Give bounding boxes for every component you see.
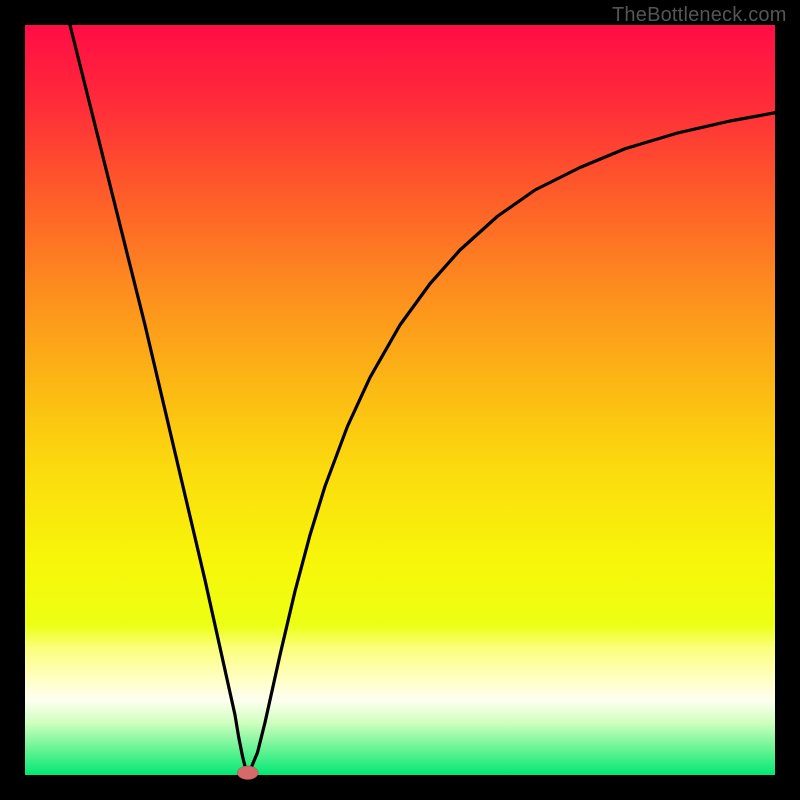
minimum-marker [237, 766, 258, 780]
chart-svg [0, 0, 800, 800]
watermark-text: TheBottleneck.com [612, 4, 787, 27]
bottleneck-chart: TheBottleneck.com [0, 0, 800, 800]
